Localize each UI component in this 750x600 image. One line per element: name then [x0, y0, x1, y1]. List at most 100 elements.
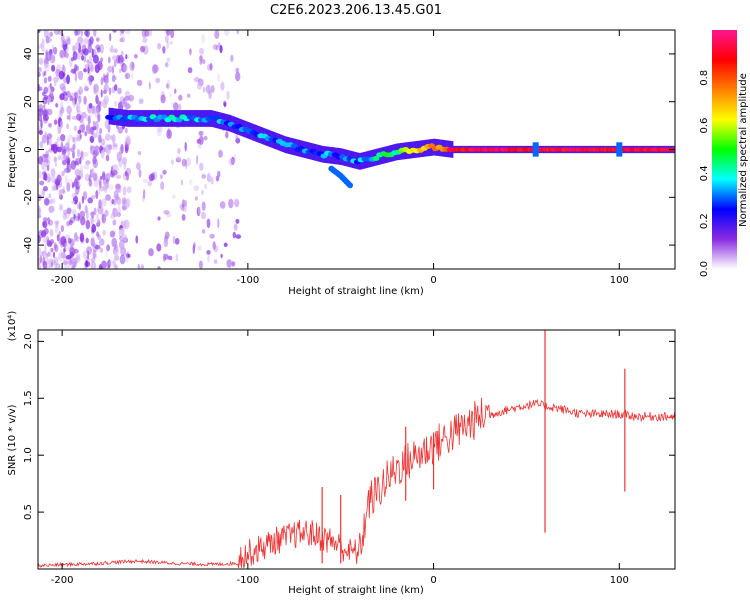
noise-speck — [125, 144, 130, 152]
noise-speck — [105, 194, 111, 201]
noise-speck — [109, 259, 113, 266]
noise-speck — [53, 76, 59, 83]
noise-speck — [100, 89, 103, 98]
noise-speck — [90, 211, 95, 219]
noise-speck — [80, 172, 83, 178]
noise-speck — [76, 203, 82, 210]
noise-speck — [53, 119, 58, 125]
noise-speck — [70, 160, 77, 170]
noise-speck — [114, 84, 118, 92]
colorbar-gradient — [712, 30, 737, 269]
noise-speck — [215, 175, 220, 182]
noise-speck — [201, 33, 205, 44]
noise-speck — [160, 94, 166, 104]
noise-speck — [61, 147, 64, 156]
noise-speck — [54, 162, 58, 167]
noise-speck — [75, 136, 81, 142]
noise-speck — [169, 93, 172, 98]
noise-speck — [209, 233, 215, 239]
noise-speck — [196, 154, 199, 165]
noise-speck — [233, 153, 237, 163]
noise-speck — [86, 76, 92, 83]
noise-speck — [100, 77, 104, 86]
noise-speck — [43, 58, 49, 68]
noise-speck — [56, 146, 63, 153]
noise-speck — [49, 90, 54, 97]
noise-speck — [220, 253, 223, 259]
noise-speck — [53, 156, 58, 163]
noise-speck — [123, 219, 130, 230]
noise-speck — [156, 243, 162, 252]
noise-speck — [160, 181, 165, 191]
noise-speck — [126, 186, 132, 194]
noise-speck — [163, 253, 166, 262]
noise-speck — [116, 151, 123, 162]
noise-speck — [172, 194, 176, 199]
noise-speck — [76, 65, 79, 71]
noise-speck — [88, 55, 93, 64]
noise-speck — [76, 181, 81, 190]
noise-speck — [38, 130, 43, 135]
noise-speck — [181, 214, 186, 221]
noise-speck — [83, 83, 88, 89]
snr-series-line — [38, 397, 675, 569]
noise-speck — [43, 70, 47, 76]
y-tick-label: 0 — [23, 146, 34, 152]
noise-speck — [119, 254, 126, 265]
noise-speck — [199, 58, 203, 65]
noise-speck — [98, 101, 102, 112]
noise-speck — [166, 40, 169, 50]
noise-speck — [42, 109, 48, 118]
noise-speck — [45, 153, 49, 164]
noise-speck — [121, 220, 127, 229]
noise-speck — [94, 244, 101, 250]
noise-speck — [162, 169, 167, 175]
noise-speck — [88, 102, 93, 109]
noise-speck — [71, 181, 75, 189]
noise-speck — [88, 174, 92, 182]
noise-speck — [43, 198, 50, 206]
noise-speck — [41, 162, 45, 170]
noise-speck — [218, 149, 223, 158]
noise-speck — [228, 198, 234, 209]
noise-speck — [106, 146, 111, 156]
noise-speck — [112, 143, 118, 148]
noise-speck — [72, 45, 75, 52]
noise-speck — [234, 198, 240, 208]
noise-speck — [59, 93, 65, 101]
noise-speck — [47, 164, 50, 172]
noise-speck — [138, 98, 144, 104]
noise-speck — [84, 173, 91, 182]
noise-speck — [61, 65, 66, 73]
noise-speck — [77, 129, 82, 134]
noise-speck — [108, 87, 112, 95]
noise-speck — [124, 127, 128, 134]
noise-speck — [163, 238, 169, 248]
colorbar-ticks: 0.0 0.2 0.4 0.6 0.8 — [699, 70, 710, 277]
noise-speck — [50, 175, 56, 184]
noise-speck — [107, 259, 111, 269]
noise-speck — [116, 54, 121, 64]
y-tick-label: 1.0 — [23, 447, 34, 463]
noise-speck — [93, 207, 97, 215]
noise-speck — [151, 172, 155, 181]
noise-speck — [195, 196, 198, 201]
noise-speck — [99, 100, 103, 107]
noise-speck — [55, 220, 59, 228]
noise-speck — [166, 83, 169, 89]
noise-speck — [57, 124, 62, 135]
noise-speck — [85, 259, 88, 268]
noise-speck — [96, 47, 101, 53]
noise-speck — [69, 147, 75, 152]
noise-speck — [181, 179, 183, 186]
noise-speck — [226, 90, 230, 100]
noise-speck — [77, 175, 82, 181]
noise-speck — [113, 164, 118, 170]
noise-speck — [102, 172, 106, 181]
noise-speck — [97, 100, 102, 105]
noise-speck — [98, 134, 102, 144]
noise-speck — [92, 243, 99, 253]
noise-speck — [197, 81, 202, 90]
noise-speck — [64, 241, 71, 251]
